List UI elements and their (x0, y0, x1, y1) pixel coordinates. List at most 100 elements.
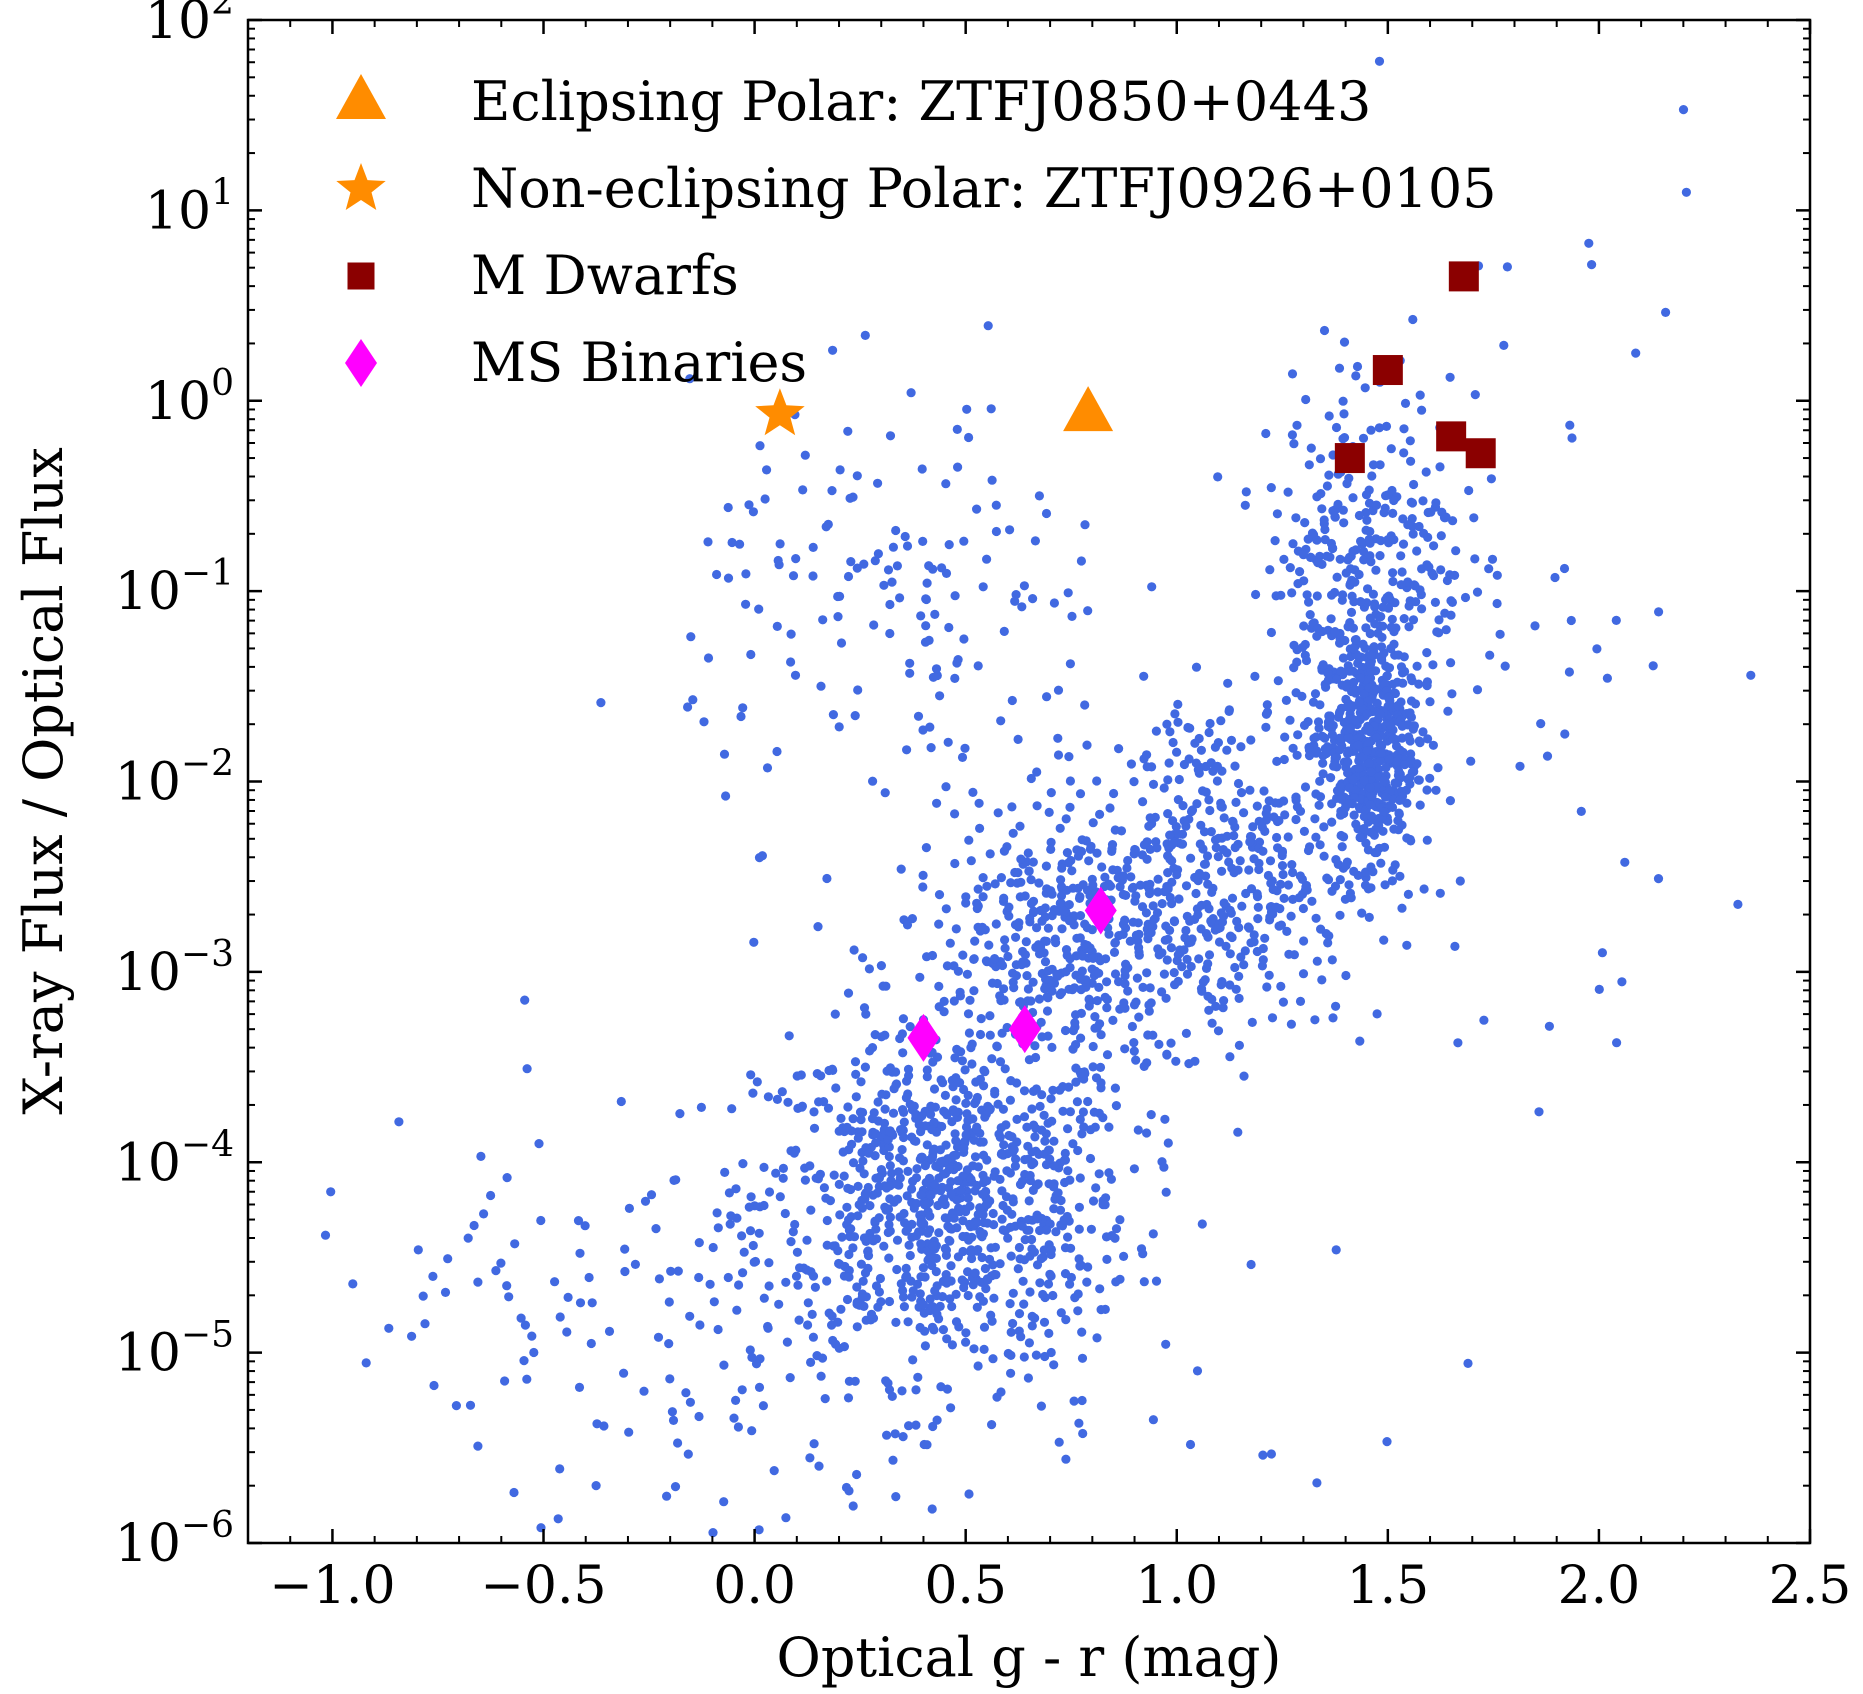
data-point (1530, 621, 1540, 631)
data-point (1197, 986, 1207, 996)
data-point (1388, 576, 1398, 587)
data-point (957, 752, 968, 763)
data-point (1142, 1128, 1152, 1138)
data-point (1017, 1221, 1027, 1231)
data-point (1166, 1038, 1176, 1048)
data-point (1291, 688, 1301, 698)
data-point (1361, 623, 1371, 633)
data-point (1502, 262, 1512, 272)
data-point (1445, 372, 1455, 382)
data-point (694, 1272, 704, 1283)
data-point (973, 901, 983, 911)
data-point (861, 1315, 871, 1325)
data-point (731, 1395, 741, 1405)
data-point (1348, 774, 1358, 785)
data-point (1323, 875, 1334, 885)
data-point (1161, 1339, 1171, 1349)
data-point (972, 1302, 982, 1312)
data-point (685, 1397, 696, 1407)
data-point (1018, 957, 1028, 967)
data-point (916, 611, 926, 621)
data-point (1101, 1193, 1111, 1203)
data-point (1291, 513, 1301, 523)
data-point (1331, 422, 1342, 433)
data-point (953, 462, 963, 472)
data-point (1028, 594, 1038, 604)
data-point (1399, 652, 1409, 662)
data-point (1049, 1182, 1059, 1192)
data-point (891, 1317, 901, 1327)
data-point (1330, 627, 1340, 637)
data-point (1407, 676, 1417, 686)
data-point (747, 1426, 757, 1436)
data-point (749, 1257, 759, 1267)
y-tick-label: 102 (145, 0, 234, 51)
data-point (1040, 903, 1050, 913)
data-point (1265, 856, 1276, 866)
data-point (1382, 671, 1392, 682)
data-point (1076, 846, 1087, 857)
data-point (1212, 761, 1222, 771)
data-point (476, 1151, 486, 1161)
data-point (944, 1164, 954, 1175)
data-point (1076, 950, 1086, 960)
data-point (959, 536, 969, 546)
data-point (1584, 238, 1594, 248)
data-point (1378, 621, 1388, 631)
data-point (673, 1438, 683, 1448)
data-point (646, 1190, 657, 1200)
data-point (1370, 602, 1380, 612)
data-point (1366, 650, 1376, 660)
data-point (1080, 520, 1090, 530)
data-point (889, 1084, 899, 1094)
data-point (1043, 993, 1053, 1003)
data-point (1225, 949, 1235, 959)
data-point (1285, 715, 1295, 725)
data-point (1285, 563, 1295, 573)
data-point (486, 1190, 496, 1201)
data-point (1076, 1033, 1086, 1043)
data-point (882, 1183, 892, 1193)
data-point (1095, 956, 1105, 966)
data-point (1486, 474, 1496, 484)
data-point (1398, 514, 1408, 524)
data-point (951, 1095, 961, 1105)
data-point (746, 649, 756, 660)
data-point (1261, 722, 1271, 732)
data-point (550, 1277, 560, 1287)
data-point (967, 1059, 977, 1069)
data-point (473, 1441, 483, 1451)
data-point (1119, 998, 1129, 1008)
data-point (1138, 797, 1148, 807)
data-point (972, 1124, 982, 1134)
data-point (1422, 835, 1432, 845)
data-point (1300, 782, 1311, 792)
data-point (1126, 872, 1136, 882)
data-point (1069, 1396, 1079, 1406)
data-point (630, 1259, 641, 1269)
data-point (926, 1109, 936, 1119)
data-point (1213, 1026, 1224, 1036)
data-point (1184, 754, 1194, 764)
data-point (653, 1332, 664, 1342)
data-point (1360, 383, 1370, 393)
data-point (986, 404, 996, 414)
data-point (860, 1268, 871, 1278)
data-point (1026, 773, 1036, 784)
data-point (1157, 948, 1167, 958)
data-point (664, 1297, 674, 1307)
data-point (1115, 1215, 1125, 1225)
data-point (1013, 734, 1023, 745)
data-point (803, 1298, 813, 1308)
data-point (945, 938, 955, 948)
data-point (1149, 915, 1159, 925)
data-point (1058, 1082, 1068, 1092)
data-point (885, 628, 895, 639)
data-point (1064, 916, 1075, 926)
data-point (978, 1150, 989, 1160)
data-point (916, 1190, 926, 1200)
data-point (883, 1134, 893, 1145)
data-point (1107, 846, 1117, 857)
data-point (1205, 718, 1215, 729)
data-point (969, 1135, 979, 1145)
